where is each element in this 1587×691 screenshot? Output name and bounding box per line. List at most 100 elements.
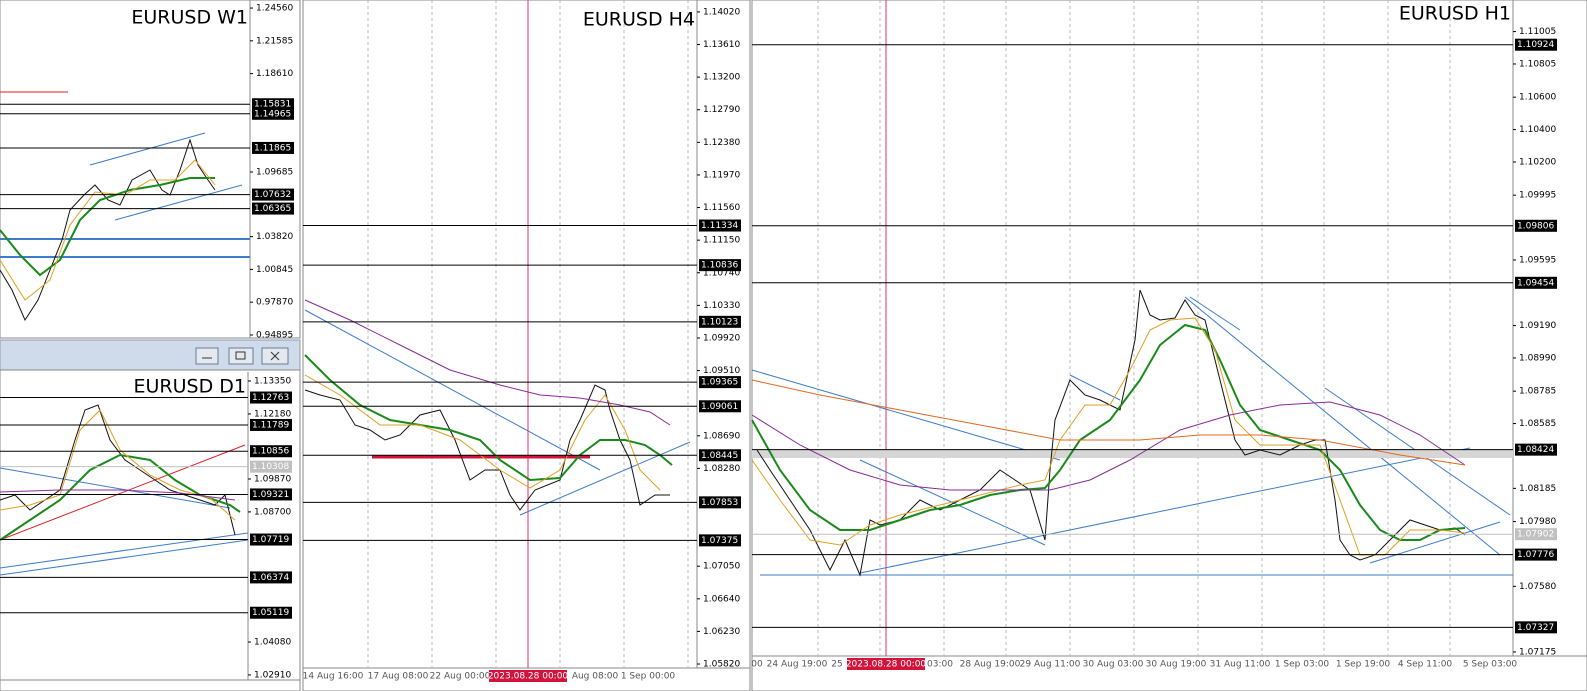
level-label: 1.07853	[701, 498, 738, 508]
current-price-badge	[250, 460, 292, 473]
level-label: 1.09061	[701, 402, 738, 412]
level-badge	[250, 418, 292, 431]
level-badge	[252, 98, 294, 111]
cursor-badge	[489, 670, 567, 682]
y-tick-label: 1.09920	[703, 333, 740, 343]
time-label: 17 Aug 08:00	[368, 672, 429, 682]
level-label: 1.11334	[701, 221, 738, 231]
level-badge	[1515, 548, 1557, 561]
time-label: 00	[751, 660, 763, 670]
level-label: 1.06365	[254, 204, 291, 214]
time-label: 1 Sep 03:00	[1275, 660, 1330, 670]
y-tick-label: 1.09685	[256, 167, 293, 177]
y-tick-label: 1.11150	[703, 236, 740, 246]
y-tick-label: 1.10400	[1519, 125, 1556, 135]
y-tick-label: 1.06230	[703, 627, 740, 637]
time-label: 22 Aug 00:00	[430, 672, 491, 682]
level-label: 1.08424	[1517, 445, 1554, 455]
y-tick-label: 1.13200	[703, 73, 740, 83]
time-label: 5 Sep 03:00	[1463, 660, 1518, 670]
time-label: 28 Aug 19:00	[960, 660, 1021, 670]
y-tick-label: 1.12380	[703, 138, 740, 148]
d1-frame	[0, 369, 301, 691]
level-badge	[250, 488, 292, 501]
y-tick-label: 1.14020	[703, 7, 740, 17]
h1-frame	[751, 0, 1587, 691]
y-tick-label: 1.11970	[703, 170, 740, 180]
time-label: 31 Aug 11:00	[1210, 660, 1271, 670]
level-label: 1.10924	[1517, 40, 1554, 50]
level-badge	[1515, 276, 1557, 289]
y-tick-label: 1.09995	[1519, 191, 1556, 201]
chart-title: EURUSD W1	[131, 7, 248, 29]
level-badge	[699, 376, 741, 389]
level-label: 1.09321	[252, 490, 289, 500]
y-tick-label: 1.08785	[1519, 387, 1556, 397]
level-label: 1.09365	[701, 378, 738, 388]
level-label: 1.05119	[252, 608, 289, 618]
y-tick-label: 1.13610	[703, 40, 740, 50]
level-badge	[250, 445, 292, 458]
time-label: 30 Aug 19:00	[1146, 660, 1207, 670]
time-label: Aug 08:00	[572, 672, 619, 682]
level-badge	[1515, 219, 1557, 232]
y-tick-label: 1.05820	[703, 660, 740, 670]
cursor-badge	[847, 658, 925, 670]
y-tick-label: 1.08185	[1519, 484, 1556, 494]
y-tick-label: 1.12180	[254, 409, 291, 419]
y-tick-label: 1.07580	[1519, 582, 1556, 592]
y-tick-label: 0.97870	[256, 298, 293, 308]
level-label: 1.09806	[1517, 221, 1554, 231]
y-tick-label: 1.03820	[256, 232, 293, 242]
h4-frame	[302, 0, 751, 691]
y-tick-label: 1.09595	[1519, 255, 1556, 265]
y-tick-label: 1.21585	[256, 36, 293, 46]
level-label: 1.06374	[252, 573, 289, 583]
level-badge	[250, 391, 292, 404]
y-tick-label: 1.12790	[703, 105, 740, 115]
y-tick-label: 1.07980	[1519, 517, 1556, 527]
chart-title: EURUSD D1	[134, 376, 246, 398]
minimize-button[interactable]	[195, 347, 219, 365]
y-tick-label: 0.94895	[256, 330, 293, 340]
cursor-label: 2023.08.28 00:00	[488, 672, 569, 682]
time-label: 14 Aug 16:00	[303, 672, 364, 682]
y-tick-label: 1.10600	[1519, 93, 1556, 103]
y-tick-label: 1.10805	[1519, 59, 1556, 69]
y-tick-label: 1.07175	[1519, 647, 1556, 657]
level-badge	[699, 496, 741, 509]
level-label: 1.09454	[1517, 278, 1554, 288]
chart-title: EURUSD H1	[1399, 3, 1511, 25]
y-tick-label: 1.11560	[703, 203, 740, 213]
level-label: 1.07719	[252, 535, 289, 545]
restore-button[interactable]	[228, 347, 254, 365]
price-action	[0, 138, 1466, 577]
y-tick-label: 1.13350	[254, 377, 291, 387]
level-badge	[1515, 38, 1557, 51]
level-badge	[699, 449, 741, 462]
level-badge	[250, 533, 292, 546]
d1-title-bar	[0, 339, 301, 371]
level-badge	[1515, 621, 1557, 634]
level-label: 1.08445	[701, 451, 738, 461]
trendlines	[0, 132, 1513, 576]
time-label: 24 Aug 19:00	[767, 660, 828, 670]
level-badge	[1515, 443, 1557, 456]
y-tick-label: 1.09870	[254, 474, 291, 484]
y-tick-label: 1.07050	[703, 562, 740, 572]
level-label: 1.11789	[252, 420, 289, 430]
y-tick-label: 1.10740	[703, 268, 740, 278]
level-label: 1.10123	[701, 317, 738, 327]
level-label: 1.07327	[1517, 623, 1554, 633]
time-label: 1 Sep 00:00	[621, 672, 676, 682]
level-label: 1.07776	[1517, 550, 1554, 560]
current-price-badge	[1515, 528, 1557, 541]
y-tick-label: 1.06640	[703, 594, 740, 604]
y-tick-label: 1.24560	[256, 4, 293, 14]
level-label: 1.10856	[252, 447, 289, 457]
level-badge	[252, 141, 294, 154]
y-tick-label: 1.08280	[703, 464, 740, 474]
level-label: 1.07632	[254, 190, 291, 200]
time-label: 25	[831, 660, 842, 670]
y-tick-label: 1.18610	[256, 69, 293, 79]
